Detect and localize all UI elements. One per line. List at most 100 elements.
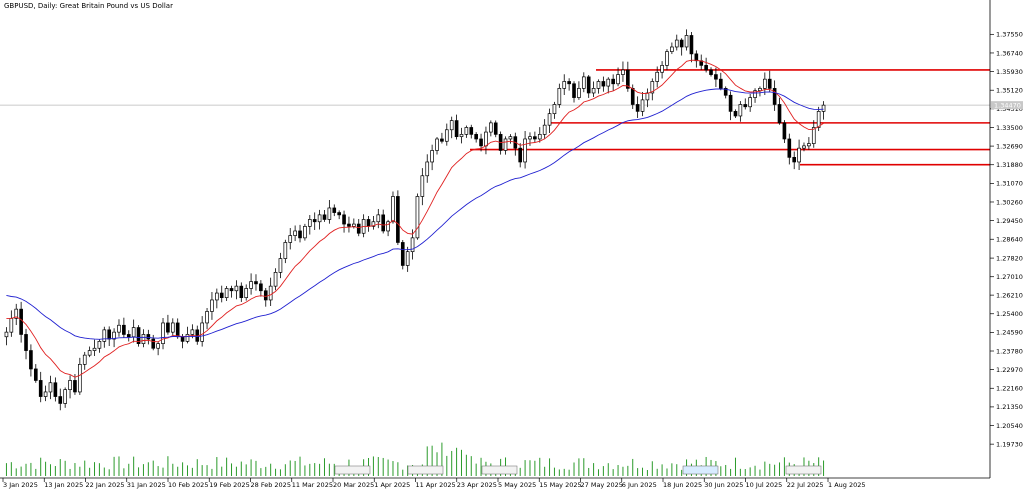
candle-body (621, 69, 625, 75)
candle-body (679, 39, 684, 48)
x-tick-label: 18 Jun 2025 (663, 481, 702, 489)
candle-body (356, 223, 361, 234)
y-tick-label: 1.35120 (996, 87, 1023, 95)
candle-body (596, 81, 601, 89)
candle-body (396, 196, 400, 243)
candle-body (616, 74, 620, 85)
y-tick-label: 1.27010 (996, 273, 1023, 281)
event-markers (334, 465, 822, 475)
candle-body (670, 46, 674, 52)
y-tick-label: 1.27820 (996, 254, 1023, 262)
candle-body (469, 127, 474, 135)
x-tick-label: 22 Jan 2025 (86, 481, 125, 489)
x-tick-label: 19 Feb 2025 (209, 481, 249, 489)
candle-body (767, 78, 772, 89)
candle-body (73, 380, 77, 393)
y-tick-label: 1.35930 (996, 68, 1023, 76)
candle-body (43, 391, 48, 397)
fast-moving-average-line (6, 59, 824, 378)
candle-body (307, 219, 312, 227)
y-tick-label: 1.24590 (996, 329, 1023, 337)
event-marker (785, 465, 822, 475)
candle-body (97, 341, 102, 349)
candle-body (229, 288, 234, 292)
candle-body (635, 104, 640, 112)
y-tick-label: 1.26210 (996, 291, 1023, 299)
candle-body (454, 120, 459, 138)
candle-body (317, 214, 322, 223)
x-tick-label: 31 Jan 2025 (127, 481, 166, 489)
candle-body (601, 81, 606, 87)
candle-body (288, 235, 293, 243)
y-tick-label: 1.22970 (996, 366, 1023, 374)
x-tick-label: 13 Jan 2025 (44, 481, 83, 489)
candle-body (33, 368, 38, 381)
x-tick-label: 11 Apr 2025 (416, 481, 456, 489)
y-tick-label: 1.23780 (996, 347, 1023, 355)
candle-body (547, 113, 552, 126)
candle-body (626, 69, 630, 89)
candle-body (259, 283, 263, 292)
candle-body (674, 39, 679, 48)
candle-body (170, 322, 175, 333)
candle-body (24, 334, 28, 351)
candle-body (655, 71, 660, 82)
candle-body (347, 223, 351, 227)
x-tick-label: 20 Mar 2025 (333, 481, 374, 489)
y-tick-label: 1.29450 (996, 217, 1023, 225)
candle-body (763, 78, 767, 89)
candle-body (753, 90, 757, 98)
x-tick-label: 10 Feb 2025 (168, 481, 208, 489)
candle-body (278, 258, 283, 273)
x-tick-label: 30 Jun 2025 (704, 481, 743, 489)
candle-body (78, 363, 82, 393)
candle-body (591, 88, 596, 94)
x-tick-label: 23 Apr 2025 (457, 481, 497, 489)
candle-body (244, 288, 249, 299)
candle-body (122, 324, 126, 335)
candle-body (464, 127, 469, 135)
candle-body (523, 138, 527, 163)
candle-body (743, 104, 748, 108)
candle-body (68, 380, 72, 390)
y-tick-label: 1.28640 (996, 236, 1023, 244)
event-marker (407, 465, 444, 475)
y-tick-label: 1.30260 (996, 198, 1023, 206)
candle-body (689, 35, 694, 55)
candle-body (709, 69, 713, 75)
candle-body (479, 138, 483, 147)
candle-body (611, 78, 615, 85)
candle-body (449, 120, 454, 131)
x-tick-label: 1 Apr 2025 (374, 481, 410, 489)
event-marker (481, 465, 518, 475)
price-tag-box (991, 101, 1023, 110)
candle-body (263, 290, 268, 301)
candle-body (425, 161, 430, 177)
candle-body (640, 99, 645, 112)
moving-averages (6, 59, 824, 378)
x-tick-label: 10 Jul 2025 (746, 481, 783, 489)
candle-body (508, 136, 513, 140)
candle-body (503, 138, 508, 151)
y-tick-label: 1.31880 (996, 161, 1023, 169)
candle-body (440, 138, 444, 142)
candle-body (48, 382, 53, 393)
candle-body (224, 288, 229, 299)
candle-body (312, 219, 317, 223)
candle-body (210, 299, 214, 312)
candle-body (542, 124, 547, 135)
candle-body (117, 324, 121, 333)
candle-body (405, 251, 410, 266)
candle-body (723, 88, 728, 96)
candle-body (327, 207, 332, 220)
candle-body (694, 53, 699, 62)
candle-body (714, 74, 718, 80)
y-tick-label: 1.36740 (996, 49, 1023, 57)
candle-body (205, 311, 209, 324)
candle-body (586, 76, 591, 94)
candle-body (533, 136, 537, 140)
candle-body (190, 329, 195, 335)
candle-body (332, 207, 337, 213)
candle-body (581, 76, 586, 89)
